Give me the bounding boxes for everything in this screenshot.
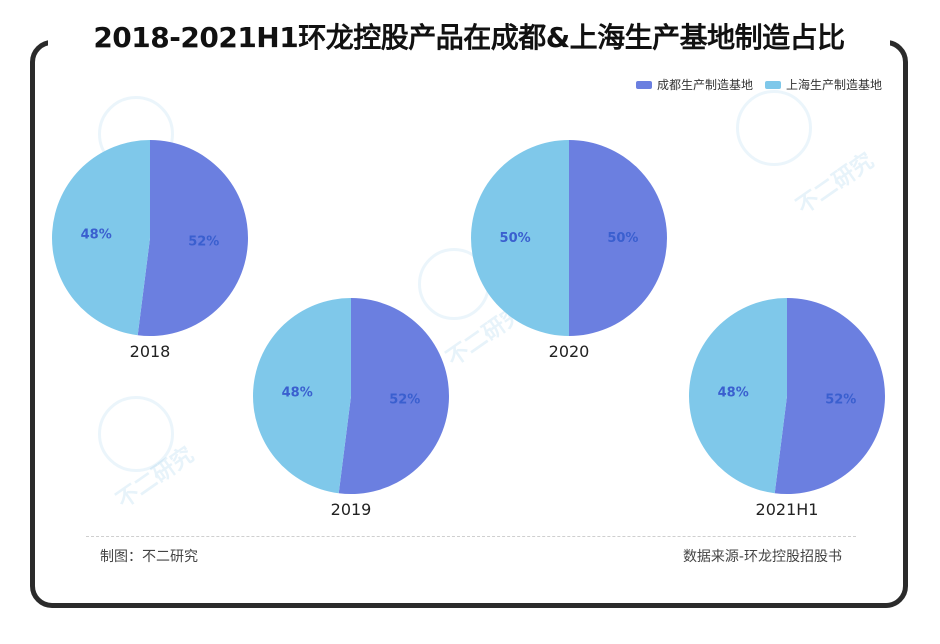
pie-2018: 52% 48% 2018 (51, 140, 248, 361)
legend-label-shanghai: 上海生产制造基地 (785, 78, 882, 92)
footer-divider (86, 536, 856, 537)
pie-year-label-2018: 2018 (130, 342, 171, 361)
chart-title: 2018-2021H1环龙控股产品在成都&上海生产基地制造占比 (48, 14, 890, 62)
footer-source: 数据来源-环龙控股招股书 (682, 549, 842, 565)
pie-slice-2021H1-chengdu (774, 298, 885, 495)
watermark-logo-icon (736, 90, 812, 166)
data-label-2021H1-chengdu: 52% (825, 392, 856, 407)
watermark-logo-icon (98, 396, 174, 472)
data-label-2019-chengdu: 52% (389, 392, 420, 407)
legend-swatch-chengdu (635, 80, 652, 89)
pie-2021H1: 52% 48% 2021H1 (688, 298, 885, 519)
footer-credit: 制图：不二研究 (100, 549, 198, 565)
pie-slice-2018-shanghai (51, 140, 150, 336)
legend-swatch-shanghai (764, 80, 781, 89)
pie-year-label-2020: 2020 (549, 342, 590, 361)
pie-slice-2019-chengdu (338, 297, 450, 494)
data-label-2020-shanghai: 50% (500, 231, 531, 246)
data-label-2020-chengdu: 50% (607, 231, 638, 246)
data-label-2018-shanghai: 48% (81, 228, 112, 243)
pie-year-label-2019: 2019 (331, 500, 372, 519)
data-label-2021H1-shanghai: 48% (718, 386, 749, 401)
legend-item-chengdu: 成都生产制造基地 (635, 76, 753, 93)
pie-slice-2018-chengdu (137, 140, 248, 336)
pie-slice-2019-shanghai (253, 298, 351, 494)
pie-2019: 52% 48% 2019 (253, 297, 450, 519)
pie-slice-2020-chengdu (569, 140, 667, 336)
pie-slice-2020-shanghai (471, 140, 569, 336)
legend: 成都生产制造基地 上海生产制造基地 (635, 76, 882, 93)
data-label-2019-shanghai: 48% (282, 386, 313, 401)
legend-item-shanghai: 上海生产制造基地 (764, 76, 882, 93)
pie-2020: 50% 50% 2020 (471, 140, 667, 361)
data-label-2018-chengdu: 52% (188, 234, 219, 249)
pie-slice-2021H1-shanghai (688, 298, 787, 494)
pie-year-label-2021H1: 2021H1 (756, 500, 819, 519)
legend-label-chengdu: 成都生产制造基地 (656, 78, 753, 92)
